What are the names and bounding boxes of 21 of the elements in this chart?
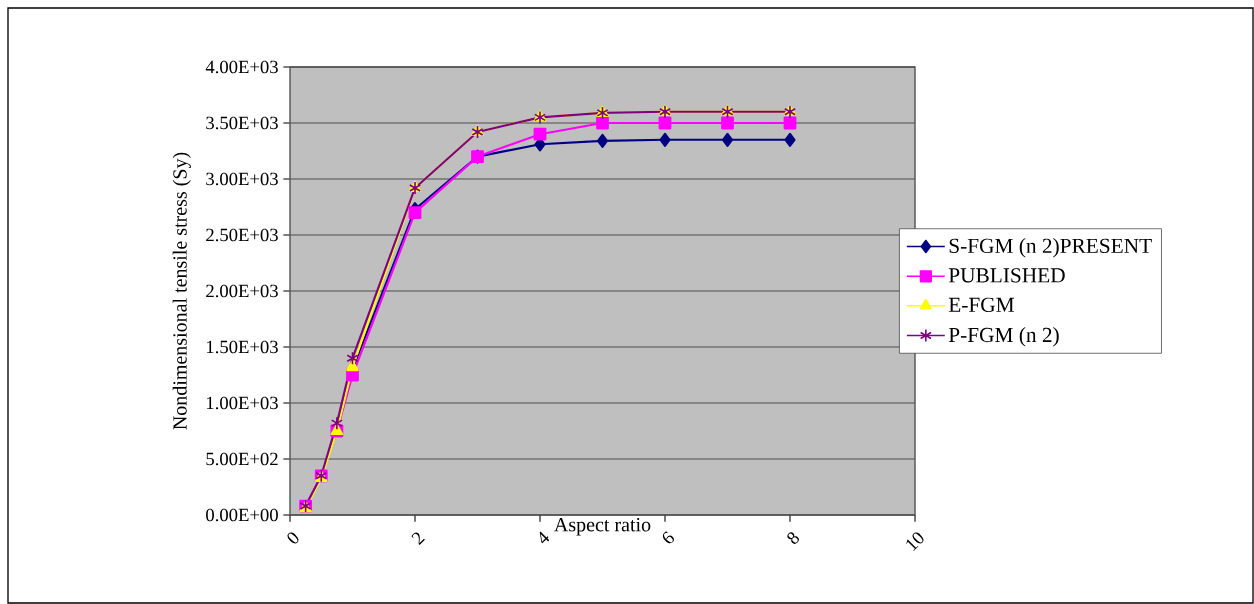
x-tick-label: 6 xyxy=(662,531,674,544)
legend-label: P-FGM (n 2) xyxy=(948,327,1059,347)
y-tick-label: 3.50E+03 xyxy=(206,116,278,130)
legend-label: S-FGM (n 2)PRESENT xyxy=(949,238,1152,258)
y-tick-label: 4.00E+03 xyxy=(205,60,278,74)
x-tick-label: 4 xyxy=(539,531,550,544)
y-tick-label: 2.00E+03 xyxy=(206,284,278,298)
y-tick-label: 0.00E+00 xyxy=(206,508,278,522)
y-tick-label: 3.00E+03 xyxy=(206,172,278,186)
legend-label: E-FGM xyxy=(948,297,1015,312)
x-tick-label: 8 xyxy=(787,532,799,544)
y-tick-label: 2.50E+03 xyxy=(206,228,278,242)
y-tick-label: 5.00E+02 xyxy=(206,452,278,466)
y-tick-label: 1.50E+03 xyxy=(206,340,278,354)
legend-label: PUBLISHED xyxy=(948,268,1065,283)
x-tick-label: 10 xyxy=(906,532,924,552)
y-axis-title: Nondimensional tensile stress (Sy) xyxy=(172,152,191,430)
x-tick-label: 0 xyxy=(287,532,299,544)
x-axis-title: Aspect ratio xyxy=(554,517,651,536)
y-tick-label: 1.00E+03 xyxy=(206,396,278,410)
x-tick-label: 2 xyxy=(411,532,425,545)
